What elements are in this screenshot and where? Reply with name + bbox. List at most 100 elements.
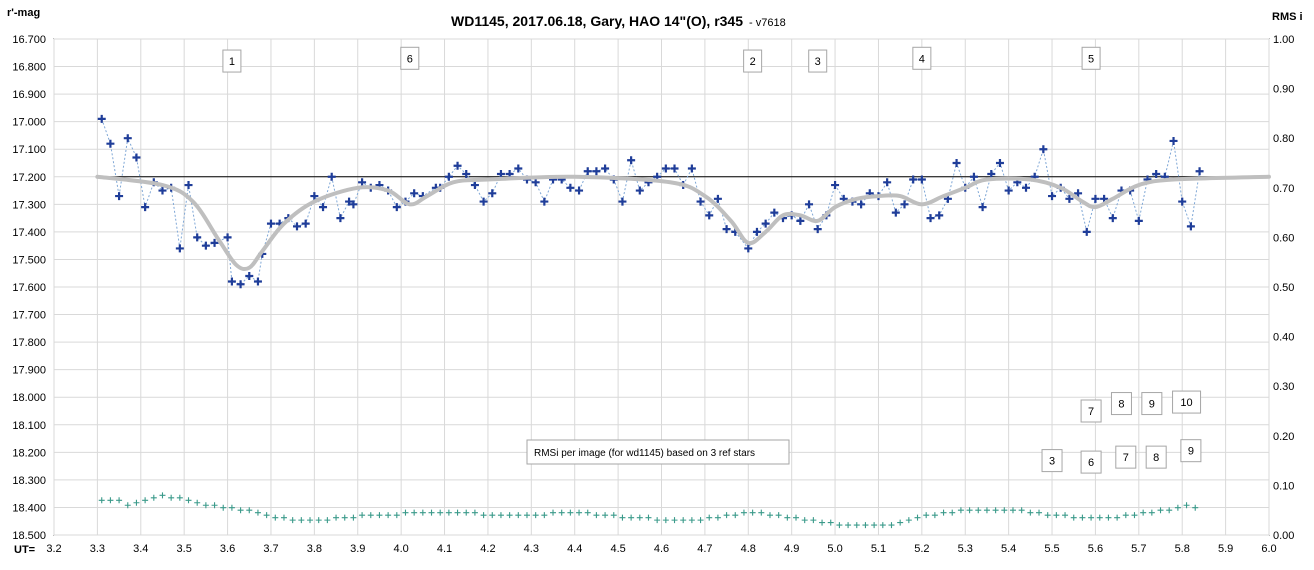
magnitude-point bbox=[540, 197, 549, 206]
y-right-tick-label: 0.30 bbox=[1273, 381, 1294, 393]
rms-point bbox=[1027, 509, 1034, 516]
x-tick-label: 4.3 bbox=[524, 543, 539, 555]
magnitude-point bbox=[1178, 197, 1187, 206]
model-curve bbox=[95, 174, 1271, 272]
rms-point bbox=[402, 509, 409, 516]
magnitude-point bbox=[1091, 194, 1100, 203]
y-left-tick-label: 17.500 bbox=[12, 254, 46, 266]
magnitude-point bbox=[201, 241, 210, 250]
rms-point bbox=[862, 522, 869, 529]
y-axis-left-ticks: 16.700 16.800 16.900 17.000 17.100 17.200 17.3… bbox=[12, 34, 46, 542]
rms-point bbox=[662, 517, 669, 524]
magnitude-point bbox=[705, 211, 714, 220]
rms-point bbox=[871, 522, 878, 529]
y-left-tick-label: 17.200 bbox=[12, 172, 46, 184]
magnitude-point bbox=[687, 164, 696, 173]
rms-point bbox=[1131, 512, 1138, 519]
rms-point bbox=[428, 509, 435, 516]
rms-point bbox=[445, 509, 452, 516]
rms-point bbox=[1148, 509, 1155, 516]
rms-point bbox=[133, 499, 140, 506]
rms-point bbox=[1079, 514, 1086, 521]
magnitude-point bbox=[1152, 170, 1161, 179]
magnitude-point bbox=[761, 219, 770, 228]
magnitude-point bbox=[1195, 167, 1204, 176]
rms-point bbox=[749, 509, 756, 516]
magnitude-point bbox=[952, 159, 961, 167]
y-left-tick-label: 16.900 bbox=[12, 89, 46, 101]
rms-label-box bbox=[1141, 392, 1163, 416]
y-left-tick-label: 17.700 bbox=[12, 310, 46, 322]
rms-point bbox=[489, 512, 496, 519]
chart-subtitle: - v7618 bbox=[749, 17, 786, 29]
rms-point bbox=[992, 507, 999, 514]
magnitude-point bbox=[227, 277, 236, 286]
rms-label-box bbox=[1110, 392, 1132, 416]
x-tick-label: 6.0 bbox=[1261, 543, 1276, 555]
y-left-tick-label: 17.600 bbox=[12, 282, 46, 294]
rms-point bbox=[957, 507, 964, 514]
rms-point bbox=[98, 497, 105, 504]
y-right-tick-label: 0.60 bbox=[1273, 232, 1294, 244]
magnitude-point bbox=[345, 197, 354, 206]
magnitude-point bbox=[496, 170, 505, 179]
rms-point bbox=[497, 512, 504, 519]
y-right-tick-label: 1.00 bbox=[1273, 34, 1294, 46]
rms-point bbox=[159, 492, 166, 499]
magnitude-point bbox=[857, 200, 866, 209]
rms-label-number: 10 bbox=[1180, 397, 1192, 409]
rms-point bbox=[671, 517, 678, 524]
rms-point bbox=[263, 512, 270, 519]
rms-point bbox=[593, 512, 600, 519]
rms-point bbox=[949, 509, 956, 516]
rms-label-number: 6 bbox=[1088, 457, 1094, 469]
magnitude-point bbox=[978, 203, 987, 212]
rms-point bbox=[532, 512, 539, 519]
magnitude-point bbox=[462, 170, 471, 179]
rms-label-box bbox=[1180, 439, 1202, 463]
magnitude-point bbox=[1004, 186, 1013, 195]
x-tick-label: 5.7 bbox=[1131, 543, 1146, 555]
magnitude-point bbox=[193, 233, 202, 242]
rms-point bbox=[1009, 507, 1016, 514]
magnitude-point bbox=[1169, 136, 1178, 145]
rms-point bbox=[471, 509, 478, 516]
x-tick-label: 4.9 bbox=[784, 543, 799, 555]
rms-point bbox=[107, 497, 114, 504]
rms-point bbox=[385, 512, 392, 519]
rms-point bbox=[897, 519, 904, 526]
rms-point bbox=[966, 507, 973, 514]
magnitude-point bbox=[301, 219, 310, 228]
rms-point bbox=[1192, 504, 1199, 511]
magnitude-point bbox=[770, 208, 779, 217]
rms-point bbox=[1044, 512, 1051, 519]
y-axis-right-ticks: 1.00 0.90 0.80 0.70 0.60 0.50 0.40 0.30 0.20 0.10… bbox=[1273, 34, 1294, 542]
magnitude-point bbox=[722, 225, 731, 234]
magnitude-point bbox=[575, 186, 584, 195]
magnitude-point bbox=[831, 181, 840, 190]
magnitude-point bbox=[293, 222, 301, 231]
rms-point bbox=[905, 517, 912, 524]
magnitude-point bbox=[392, 203, 401, 212]
magnitude-point bbox=[349, 200, 358, 209]
rms-point bbox=[315, 517, 322, 524]
magnitude-point bbox=[1039, 145, 1048, 154]
rms-point bbox=[619, 514, 626, 521]
magnitude-point bbox=[184, 181, 193, 190]
dip-label-box bbox=[222, 49, 242, 73]
x-tick-label: 3.2 bbox=[46, 543, 61, 555]
x-tick-label: 5.3 bbox=[958, 543, 973, 555]
magnitude-point bbox=[627, 156, 636, 165]
rms-point bbox=[254, 509, 261, 516]
rms-point bbox=[1166, 507, 1173, 514]
rms-point bbox=[654, 517, 661, 524]
rms-point bbox=[923, 512, 930, 519]
rms-point bbox=[194, 499, 201, 506]
rms-point bbox=[1114, 514, 1121, 521]
y-left-tick-label: 18.000 bbox=[12, 392, 46, 404]
rms-point bbox=[1053, 512, 1060, 519]
magnitude-point bbox=[115, 192, 124, 201]
x-axis-ticks: 3.2 3.3 3.4 3.5 3.6 3.7 3.8 3.9 4.0 4.1 4.2 4.3 4.4 4… bbox=[46, 543, 1276, 555]
rms-point bbox=[1096, 514, 1103, 521]
magnitude-point bbox=[444, 172, 453, 181]
